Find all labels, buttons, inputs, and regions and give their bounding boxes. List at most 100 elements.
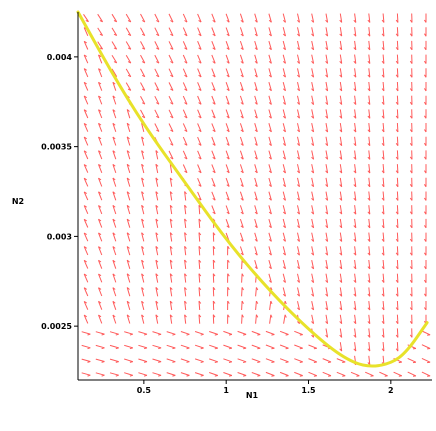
field-arrow bbox=[152, 331, 162, 336]
field-arrow bbox=[423, 27, 427, 37]
field-arrow bbox=[211, 54, 216, 64]
field-arrow bbox=[279, 371, 289, 377]
field-arrow bbox=[268, 123, 272, 133]
field-arrow bbox=[322, 371, 332, 377]
field-arrow bbox=[197, 82, 202, 92]
field-arrow bbox=[83, 177, 89, 187]
field-arrow bbox=[297, 164, 300, 174]
field-arrow bbox=[367, 246, 371, 256]
field-arrow bbox=[297, 150, 300, 160]
field-arrow bbox=[325, 54, 329, 64]
field-arrow bbox=[423, 95, 427, 105]
field-arrow bbox=[141, 163, 145, 174]
field-arrow bbox=[255, 314, 259, 324]
field-arrow bbox=[124, 372, 133, 377]
field-arrow bbox=[381, 109, 385, 119]
field-arrow bbox=[254, 109, 258, 119]
field-arrow bbox=[297, 13, 300, 23]
field-arrow bbox=[353, 68, 357, 78]
field-arrow bbox=[311, 177, 315, 188]
field-arrow bbox=[367, 40, 371, 51]
field-arrow bbox=[297, 191, 300, 201]
field-arrow bbox=[155, 246, 159, 256]
field-arrow bbox=[182, 164, 188, 174]
field-arrow bbox=[268, 164, 272, 174]
field-arrow bbox=[339, 81, 343, 92]
field-arrow bbox=[154, 95, 160, 105]
field-arrow bbox=[268, 232, 272, 242]
field-arrow bbox=[339, 109, 343, 119]
field-arrow bbox=[409, 218, 413, 229]
field-arrow bbox=[112, 205, 117, 215]
field-arrow bbox=[81, 344, 91, 350]
field-arrow bbox=[409, 287, 413, 297]
field-arrow bbox=[407, 357, 417, 364]
field-arrow bbox=[141, 136, 145, 146]
field-arrow bbox=[423, 13, 427, 23]
field-arrow bbox=[212, 259, 216, 270]
field-arrow bbox=[98, 122, 103, 132]
field-arrow bbox=[325, 136, 329, 147]
field-arrow bbox=[395, 136, 399, 146]
field-arrow bbox=[325, 95, 329, 105]
field-arrow bbox=[325, 164, 329, 174]
field-arrow bbox=[169, 314, 173, 324]
field-arrow bbox=[339, 191, 343, 201]
field-arrow bbox=[311, 273, 315, 283]
field-arrow bbox=[297, 123, 300, 133]
field-arrow bbox=[423, 136, 427, 146]
field-arrow bbox=[184, 218, 187, 228]
field-arrow bbox=[409, 314, 413, 324]
field-arrow bbox=[395, 122, 399, 133]
field-arrow bbox=[395, 177, 399, 188]
field-arrow bbox=[211, 150, 216, 160]
field-arrow bbox=[197, 178, 202, 187]
field-arrow bbox=[254, 150, 258, 160]
field-arrow bbox=[184, 273, 187, 283]
field-arrow bbox=[325, 40, 329, 51]
field-arrow bbox=[409, 259, 413, 270]
field-arrow bbox=[112, 300, 117, 310]
field-arrow bbox=[241, 300, 244, 311]
field-arrow bbox=[212, 287, 216, 297]
field-arrow bbox=[297, 177, 300, 188]
field-arrow bbox=[211, 164, 216, 174]
field-arrow bbox=[169, 273, 173, 283]
field-arrow bbox=[367, 342, 371, 352]
field-arrow bbox=[381, 301, 385, 311]
field-arrow bbox=[395, 81, 399, 92]
field-arrow bbox=[254, 177, 258, 187]
field-arrow bbox=[81, 358, 91, 363]
field-arrow bbox=[325, 301, 329, 311]
field-arrow bbox=[409, 54, 413, 64]
field-arrow bbox=[311, 287, 315, 297]
field-arrow bbox=[294, 344, 303, 350]
field-arrow bbox=[339, 328, 343, 338]
field-arrow bbox=[225, 123, 230, 133]
field-arrow bbox=[282, 177, 286, 188]
field-arrow bbox=[239, 232, 244, 242]
field-arrow bbox=[169, 218, 173, 228]
field-arrow bbox=[325, 13, 329, 23]
field-arrow bbox=[98, 81, 103, 91]
field-arrow bbox=[297, 301, 300, 311]
field-arrow bbox=[395, 314, 399, 324]
field-arrow bbox=[239, 27, 244, 37]
field-arrow bbox=[254, 13, 258, 23]
field-arrow bbox=[279, 330, 289, 336]
field-arrow bbox=[225, 13, 230, 23]
field-arrow bbox=[155, 259, 159, 270]
field-arrow bbox=[97, 13, 104, 23]
field-arrow bbox=[409, 81, 413, 92]
field-arrow bbox=[98, 191, 103, 201]
field-arrow bbox=[311, 232, 315, 242]
field-arrow bbox=[297, 287, 300, 297]
field-arrow bbox=[268, 54, 272, 64]
direction-field-arrows bbox=[81, 13, 431, 377]
field-arrow bbox=[339, 27, 343, 37]
field-arrow bbox=[353, 136, 357, 147]
field-arrow bbox=[111, 54, 118, 64]
field-arrow bbox=[225, 109, 230, 119]
field-arrow bbox=[111, 41, 118, 50]
field-arrow bbox=[423, 218, 427, 229]
